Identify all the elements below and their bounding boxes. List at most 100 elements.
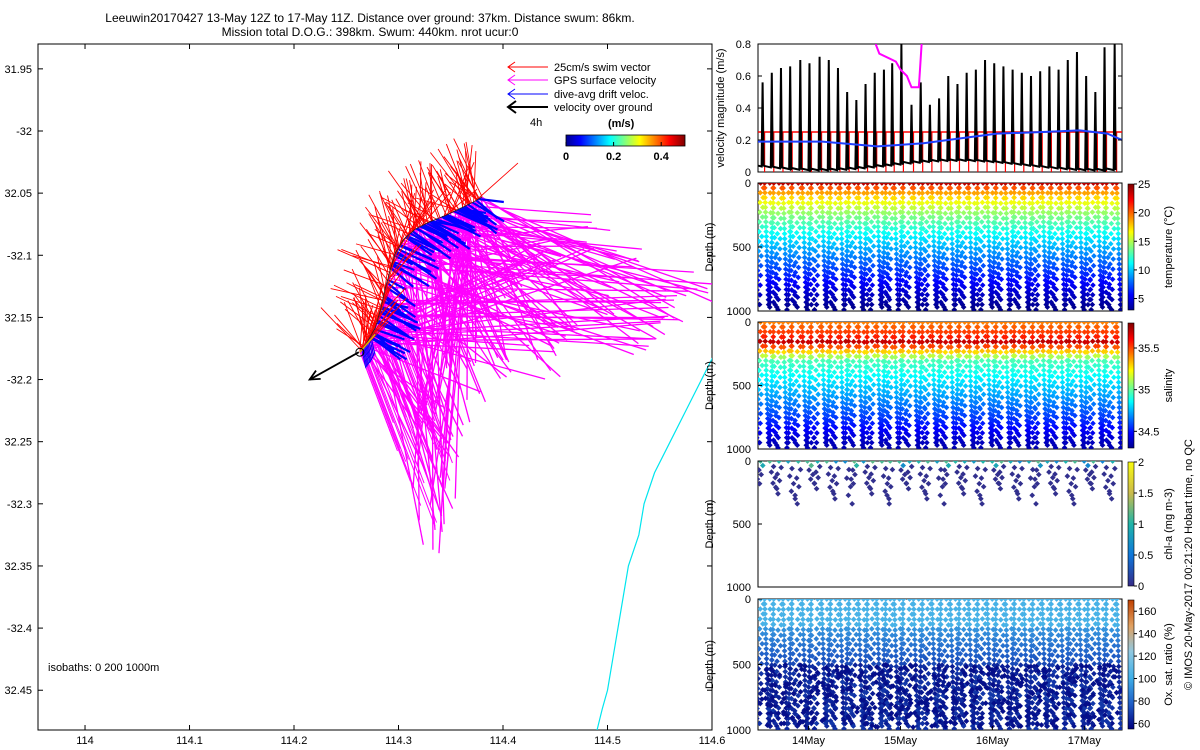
swim-vector: [444, 173, 479, 200]
profile-point: [826, 224, 833, 231]
profile-point: [966, 214, 973, 221]
profile-point: [770, 324, 777, 330]
profile-point: [1073, 224, 1080, 231]
temperature-colorbar-tick-label: 25: [1138, 179, 1150, 191]
legend-drift-arrow-icon: [507, 88, 516, 100]
profile-point: [1023, 244, 1029, 251]
profile-point: [1109, 183, 1116, 186]
profile-point: [882, 200, 889, 206]
profile-point: [976, 287, 983, 293]
gps-vector: [432, 220, 445, 525]
profile-point: [805, 291, 811, 298]
profile-point: [1050, 291, 1056, 298]
gps-vector: [365, 343, 436, 527]
profile-point: [863, 205, 870, 212]
profile-point: [944, 235, 951, 242]
profile-point: [891, 190, 898, 196]
profile-point: [758, 248, 762, 254]
profile-point: [801, 393, 808, 399]
profile-point: [841, 306, 847, 311]
profile-point: [784, 444, 790, 449]
profile-point: [1084, 200, 1091, 207]
profile-point: [1111, 225, 1118, 232]
profile-point: [818, 183, 825, 186]
profile-point: [768, 264, 774, 271]
profile-point: [861, 281, 868, 288]
profile-point: [1014, 249, 1021, 256]
chla-ylabel: Depth (m): [704, 500, 716, 549]
profile-point: [991, 224, 998, 231]
profile-point: [905, 229, 911, 236]
profile-point: [972, 261, 979, 267]
gps-vector: [445, 204, 469, 479]
profile-point: [825, 407, 831, 414]
profile-point: [1108, 210, 1115, 217]
profile-point: [897, 282, 903, 288]
profile-point: [1059, 220, 1065, 227]
profile-point: [1116, 261, 1122, 267]
profile-point: [819, 204, 826, 211]
profile-point: [977, 277, 983, 284]
profile-point: [906, 284, 912, 291]
profile-point: [1106, 291, 1112, 298]
profile-point: [930, 233, 937, 240]
profile-point: [1106, 281, 1113, 288]
profile-point: [845, 343, 852, 349]
profile-point: [862, 379, 869, 386]
profile-point: [788, 209, 795, 216]
profile-point: [853, 363, 859, 370]
profile-point: [896, 189, 903, 196]
profile-point: [758, 348, 763, 354]
profile-point: [863, 349, 870, 356]
profile-point: [780, 183, 786, 186]
profile-point: [773, 389, 780, 396]
profile-point: [1003, 200, 1009, 207]
profile-point: [770, 185, 777, 191]
profile-point: [867, 444, 874, 449]
profile-point: [812, 377, 819, 383]
profile-point: [763, 377, 770, 383]
map-x-tick-label: 114.3: [385, 735, 412, 747]
profile-point: [799, 329, 806, 335]
profile-point: [855, 322, 862, 325]
profile-point: [851, 329, 857, 335]
profile-point: [829, 419, 836, 426]
profile-point: [908, 224, 914, 231]
profile-point: [1063, 189, 1069, 196]
swim-vector: [365, 206, 398, 250]
profile-point: [1047, 214, 1054, 221]
swim-vector: [380, 222, 398, 251]
profile-point: [807, 225, 813, 232]
velocity-content: [758, 44, 1122, 172]
profile-point: [814, 328, 821, 335]
profile-point: [759, 233, 765, 240]
profile-point: [845, 352, 851, 359]
swim-vector: [365, 300, 370, 339]
profile-point: [804, 439, 811, 446]
profile-point: [912, 229, 918, 236]
profile-point: [834, 246, 840, 252]
profile-point: [864, 429, 870, 436]
profile-point: [786, 253, 793, 259]
profile-point: [1045, 284, 1051, 291]
profile-point: [915, 306, 922, 311]
profile-point: [874, 199, 881, 206]
profile-point: [776, 414, 782, 421]
drift-vector: [457, 208, 488, 224]
profile-point: [775, 296, 782, 303]
profile-point: [884, 271, 891, 278]
profile-point: [795, 284, 801, 291]
profile-point: [800, 214, 807, 221]
profile-point: [910, 190, 917, 196]
profile-point: [876, 253, 882, 259]
profile-point: [944, 256, 950, 262]
profile-point: [903, 269, 910, 276]
profile-point: [986, 253, 993, 259]
profile-point: [782, 256, 789, 262]
profile-point: [1058, 215, 1065, 222]
profile-point: [767, 427, 774, 434]
map-x-tick-label: 114.4: [490, 735, 517, 747]
profile-point: [952, 189, 959, 196]
profile-point: [1077, 209, 1083, 216]
profile-point: [819, 352, 826, 359]
